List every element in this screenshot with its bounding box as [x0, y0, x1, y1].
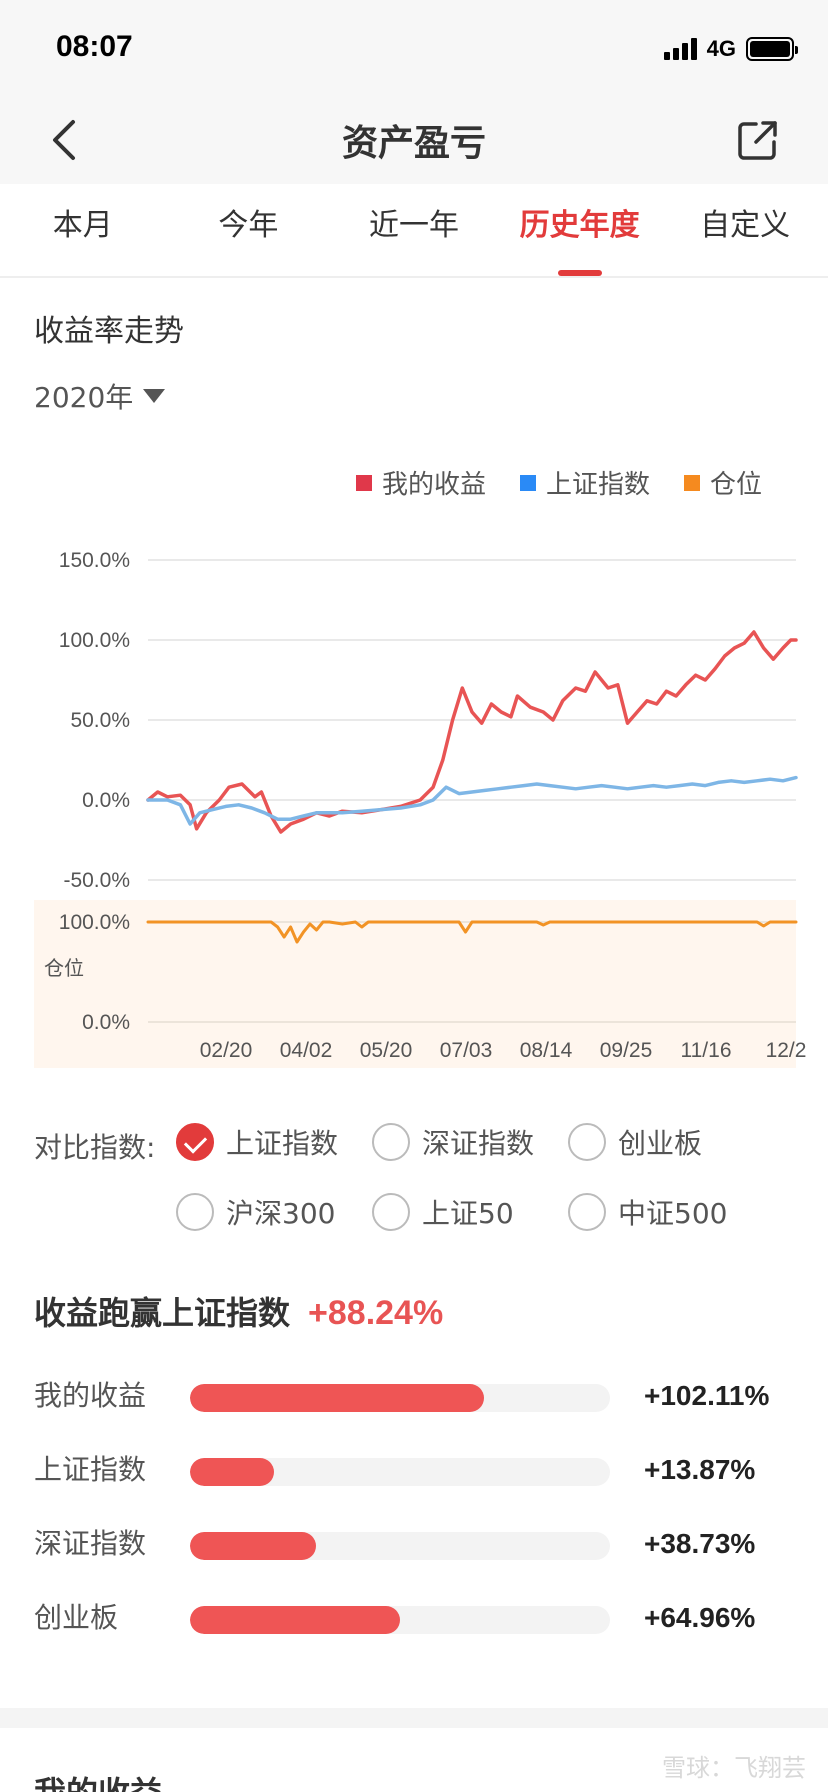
radio-empty-icon: [372, 1123, 410, 1161]
caret-down-icon: [143, 389, 166, 403]
page-title: 资产盈亏: [341, 123, 486, 164]
legend-swatch: [519, 474, 536, 491]
radio-zz500[interactable]: 中证500: [568, 1192, 727, 1232]
bar-track: [190, 1606, 610, 1634]
bar-label: 创业板: [34, 1601, 119, 1634]
radio-label: 深证指数: [422, 1127, 535, 1160]
bar-row-sh-index: 上证指数 +13.87%: [0, 1450, 828, 1490]
x-tick-label: 02/20: [200, 1039, 253, 1062]
period-tabs: 本月 今年 近一年 历史年度 自定义: [0, 184, 828, 278]
sh-index-line: [146, 775, 798, 826]
position-tick-label: 0.0%: [82, 1011, 130, 1034]
bar-label: 深证指数: [34, 1527, 147, 1560]
bar-value: +38.73%: [644, 1528, 756, 1559]
radio-chinext[interactable]: 创业板: [568, 1122, 702, 1162]
legend-position: 仓位: [683, 464, 762, 501]
legend-label: 我的收益: [381, 470, 486, 500]
chevron-left-icon: [53, 120, 75, 160]
radio-hs300[interactable]: 沪深300: [176, 1192, 335, 1232]
bar-track: [190, 1458, 610, 1486]
radio-label: 创业板: [618, 1127, 703, 1160]
top-bar: 08:07 4G 资产盈亏: [0, 0, 828, 184]
radio-sz50[interactable]: 上证50: [372, 1192, 514, 1232]
share-icon: [738, 121, 777, 160]
tab-this-month[interactable]: 本月: [52, 208, 113, 243]
bar-row-my-return: 我的收益 +102.11%: [0, 1376, 828, 1416]
radio-label: 中证500: [618, 1197, 728, 1230]
bar-track: [190, 1532, 610, 1560]
x-tick-label: 11/16: [681, 1039, 732, 1062]
year-dropdown[interactable]: 2020年: [34, 376, 166, 416]
position-panel-bg: [34, 900, 796, 1068]
position-tick-label: 100.0%: [59, 911, 130, 934]
tab-history-years[interactable]: 历史年度: [497, 184, 663, 276]
position-axis-label: 仓位: [44, 956, 84, 980]
bar-value: +13.87%: [644, 1454, 756, 1485]
bar-fill: [190, 1458, 274, 1486]
legend-swatch: [683, 474, 700, 491]
bar-label: 我的收益: [34, 1379, 147, 1412]
year-value: 2020年: [34, 381, 134, 414]
radio-empty-icon: [568, 1123, 606, 1161]
radio-sh-index[interactable]: 上证指数: [176, 1122, 338, 1162]
network-type: 4G: [706, 36, 736, 61]
x-tick-label: 04/02: [280, 1039, 333, 1062]
bar-value: +64.96%: [644, 1602, 756, 1633]
y-tick-label: -50.0%: [63, 869, 130, 892]
signal-icon: [663, 38, 697, 60]
beat-index-summary: 收益跑赢上证指数 +88.24%: [34, 1288, 443, 1334]
return-chart-svg: 150.0% 100.0% 50.0% 0.0% -50.0% 100.0% 0.0% 仓位 0…: [34, 549, 807, 1068]
x-tick-label: 12/2: [766, 1039, 807, 1062]
beat-value: +88.24%: [308, 1294, 444, 1332]
legend-label: 仓位: [709, 470, 762, 500]
compare-label: 对比指数:: [34, 1131, 156, 1164]
y-tick-label: 150.0%: [59, 549, 130, 572]
y-tick-label: 50.0%: [70, 709, 130, 732]
beat-title: 收益跑赢上证指数: [34, 1294, 291, 1332]
bar-row-chinext: 创业板 +64.96%: [0, 1598, 828, 1638]
x-tick-label: 09/25: [600, 1039, 653, 1062]
legend-my-return: 我的收益: [355, 464, 486, 501]
bar-track: [190, 1384, 610, 1412]
radio-empty-icon: [372, 1193, 410, 1231]
radio-label: 沪深300: [226, 1197, 336, 1230]
x-tick-label: 07/03: [440, 1039, 493, 1062]
position-line: [146, 920, 798, 944]
status-time: 08:07: [56, 30, 133, 63]
x-tick-label: 08/14: [520, 1039, 573, 1062]
legend-swatch: [355, 474, 372, 491]
radio-label: 上证指数: [226, 1127, 339, 1160]
x-tick-label: 05/20: [360, 1039, 413, 1062]
y-tick-label: 100.0%: [59, 629, 130, 652]
battery-icon: [746, 37, 798, 61]
tab-this-year[interactable]: 今年: [218, 208, 279, 243]
share-button[interactable]: [736, 118, 780, 162]
radio-label: 上证50: [422, 1197, 514, 1230]
section-title: 收益率走势: [34, 314, 184, 349]
my-return-section-title: 我的收益: [34, 1768, 162, 1792]
my-return-line: [146, 630, 798, 834]
bar-row-sz-index: 深证指数 +38.73%: [0, 1524, 828, 1564]
radio-sz-index[interactable]: 深证指数: [372, 1122, 534, 1162]
back-button[interactable]: [44, 112, 84, 168]
bar-fill: [190, 1532, 316, 1560]
chart-legend: 我的收益 上证指数 仓位: [355, 464, 762, 501]
y-tick-label: 0.0%: [82, 789, 130, 812]
status-indicators: 4G: [663, 36, 798, 62]
legend-label: 上证指数: [545, 470, 650, 500]
bar-fill: [190, 1606, 400, 1634]
bar-label: 上证指数: [34, 1453, 147, 1486]
radio-empty-icon: [176, 1193, 214, 1231]
radio-empty-icon: [568, 1193, 606, 1231]
bar-fill: [190, 1384, 484, 1412]
bar-value: +102.11%: [644, 1380, 770, 1411]
return-chart[interactable]: 150.0% 100.0% 50.0% 0.0% -50.0% 100.0% 0.0% 仓位 0…: [0, 520, 828, 1080]
watermark: 雪球：飞翔芸: [662, 1754, 806, 1782]
tab-last-year[interactable]: 近一年: [368, 208, 459, 243]
tab-custom[interactable]: 自定义: [700, 208, 791, 243]
legend-sh-index: 上证指数: [519, 464, 650, 501]
checkbox-checked-icon: [176, 1123, 214, 1161]
section-divider: [0, 1708, 828, 1728]
